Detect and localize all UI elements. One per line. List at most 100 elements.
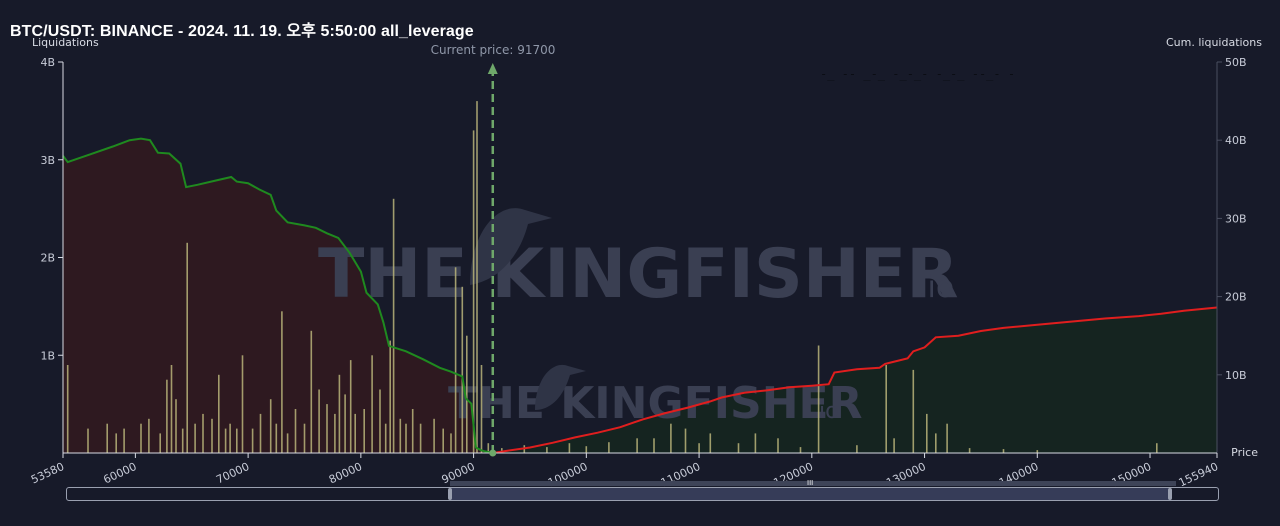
liquidation-bar — [66, 365, 69, 453]
x-tick-label: 80000 — [327, 460, 364, 487]
liquidation-bar — [392, 198, 395, 453]
cum-short-area — [63, 138, 493, 453]
liquidation-bar — [935, 433, 937, 453]
x-tick-label: 70000 — [214, 460, 251, 487]
liquidation-bar — [175, 399, 177, 453]
scrollbar-top-band — [450, 481, 1176, 486]
current-price-marker: Current price: 91700 — [431, 43, 556, 457]
current-price-label: Current price: 91700 — [431, 43, 556, 57]
liquidation-bar — [106, 423, 108, 453]
liquidation-bar — [926, 413, 928, 453]
liquidation-bar — [968, 448, 971, 453]
y2-tick-label: 20B — [1225, 291, 1247, 304]
liquidation-bar — [487, 443, 490, 453]
watermark-suffix-small: .io — [812, 399, 839, 424]
liquidation-bar — [229, 423, 231, 453]
scrollbar-thumb[interactable] — [450, 488, 1170, 500]
liquidation-bar — [224, 428, 227, 453]
liquidation-bar — [684, 428, 687, 453]
liquidation-bar — [275, 423, 278, 453]
liquidation-bar — [608, 442, 610, 453]
liquidation-bar — [480, 365, 483, 453]
liquidation-bar — [251, 428, 254, 453]
liquidation-bar — [349, 360, 352, 453]
y-tick-label: 1B — [40, 349, 55, 362]
chart-title: BTC/USDT: BINANCE - 2024. 11. 19. 오후 5:5… — [10, 23, 474, 40]
liquidation-bar — [194, 423, 196, 453]
y2-tick-label: 50B — [1225, 56, 1247, 69]
liquidation-bar — [670, 423, 672, 453]
liquidation-bar — [115, 433, 117, 453]
liquidation-bar — [326, 404, 328, 453]
liquidation-bar — [148, 418, 150, 453]
liquidation-bar — [461, 286, 464, 453]
liquidation-bar — [259, 413, 262, 453]
range-scrollbar[interactable]: III — [66, 479, 1219, 501]
liquidation-bar — [236, 428, 238, 453]
liquidation-bar — [698, 443, 700, 453]
liquidation-bar — [466, 335, 468, 453]
scrollbar-grip-icon[interactable]: III — [807, 479, 814, 487]
kingfisher-bird-icon — [470, 208, 552, 285]
scrollbar-left-handle[interactable] — [448, 488, 453, 500]
liquidation-bar — [653, 438, 655, 453]
y2-tick-label: 10B — [1225, 369, 1247, 382]
liquidation-bar — [568, 443, 571, 453]
x-tick-label: 60000 — [101, 460, 138, 487]
x-tick-label: 53580 — [29, 460, 66, 487]
cum-long-area — [492, 307, 1217, 453]
kingfisher-bird-icon-small — [535, 364, 586, 410]
liquidation-bar — [371, 355, 373, 454]
liquidation-bar — [585, 446, 588, 453]
liquidation-bar — [442, 428, 444, 453]
liquidation-bar — [181, 428, 184, 453]
liquidation-bar — [186, 242, 188, 453]
liquidation-bar — [379, 389, 381, 453]
liquidation-bar — [419, 423, 422, 453]
liquidation-bar — [476, 101, 478, 453]
liquidation-bar — [363, 409, 365, 453]
cumulative-areas — [63, 138, 1217, 453]
liquidation-bar — [344, 394, 346, 453]
liquidation-bar — [123, 428, 125, 453]
y-tick-label: 4B — [40, 56, 55, 69]
liquidation-bar — [218, 374, 220, 453]
liquidation-bar — [354, 413, 356, 453]
liquidation-bar — [334, 413, 336, 453]
liquidation-bar — [303, 423, 306, 453]
current-price-arrow-icon — [487, 63, 498, 74]
liquidation-bar — [241, 355, 244, 454]
liquidation-bar — [912, 369, 915, 453]
liquidation-bar — [211, 418, 213, 453]
scrollbar-right-handle[interactable] — [1167, 488, 1172, 500]
liquidation-bar — [166, 379, 168, 453]
liquidation-bar — [856, 445, 858, 453]
liquidation-bar — [946, 423, 948, 453]
liquidation-bar — [286, 433, 289, 453]
liquidation-bar — [454, 267, 457, 453]
y2-tick-label: 30B — [1225, 212, 1247, 225]
y-axis-title: Liquidations — [32, 36, 99, 49]
liquidation-bar — [450, 433, 452, 453]
liquidation-bar — [269, 399, 272, 453]
faint-overlay-text: -_ -- _-_ -_-_- -_-_ --_- - — [820, 67, 1015, 81]
liquidation-bars — [66, 101, 1158, 454]
liquidation-bar — [472, 130, 475, 453]
y-tick-label: 3B — [40, 154, 55, 167]
y-tick-label: 2B — [40, 252, 55, 265]
liquidation-bar — [399, 418, 402, 453]
liquidation-bar — [817, 345, 820, 453]
cum-short-line — [62, 137, 493, 454]
liquidation-bar — [405, 423, 407, 453]
liquidation-bar — [159, 433, 161, 453]
liquidation-bar — [754, 433, 757, 453]
liquidation-bar — [709, 433, 712, 453]
liquidation-bar — [433, 418, 435, 453]
liquidation-bar — [338, 374, 341, 453]
liquidation-bar — [318, 389, 320, 453]
liquidation-bar — [140, 423, 142, 453]
liquidation-bar — [411, 409, 414, 453]
liquidation-bar — [1036, 450, 1039, 453]
watermark-suffix: .io — [918, 270, 954, 305]
